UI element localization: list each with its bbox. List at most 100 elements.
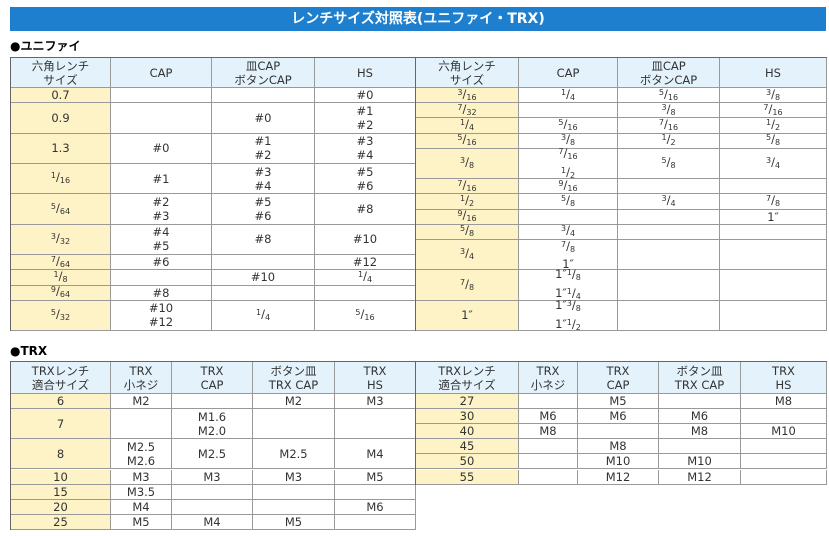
value-cell: M5	[111, 514, 172, 530]
cell-text: #2	[254, 148, 272, 163]
value-cell	[720, 300, 827, 332]
size-cell: 5/8	[416, 223, 519, 240]
value-cell	[111, 270, 212, 286]
size-cell: 7/32	[416, 102, 519, 119]
value-cell: M10	[578, 454, 659, 470]
cell-text: 27	[459, 394, 475, 409]
cell-text: 5/8	[765, 132, 781, 148]
cell-text: M2.5	[197, 446, 227, 461]
value-cell	[618, 179, 720, 195]
cell-text: 5/8	[560, 192, 576, 208]
value-cell: #8	[111, 285, 212, 301]
cell-text: M6	[539, 409, 557, 424]
cell-text: 3/8	[560, 132, 576, 148]
size-cell: 27	[416, 394, 519, 410]
cell-text: HS	[357, 65, 373, 80]
cell-text: #8	[152, 285, 170, 300]
value-cell: M6	[519, 409, 578, 425]
cell-text: #12	[352, 255, 378, 270]
value-cell: 7/16 1/2	[519, 146, 618, 180]
value-cell: 7/8	[720, 193, 827, 210]
value-cell	[519, 209, 618, 225]
value-cell	[111, 103, 212, 134]
value-cell	[720, 224, 827, 240]
value-cell	[335, 484, 416, 500]
value-cell	[741, 409, 827, 425]
header-cell: TRX CAP	[172, 362, 253, 394]
value-cell: 5/8	[519, 192, 618, 210]
cell-text: 1″	[461, 308, 473, 323]
cell-text: 1/16	[50, 170, 71, 186]
value-cell: #5 #6	[315, 164, 416, 195]
value-cell: 3/4	[618, 193, 720, 210]
cell-text: 7/16	[658, 116, 679, 132]
cell-text: #8	[254, 232, 272, 247]
size-cell: 7/64	[11, 254, 111, 271]
cell-text: サイズ	[449, 72, 485, 87]
value-cell: M5	[335, 469, 416, 485]
table: 六角レンチ サイズ CAP 皿CAP ボタンCAP HS 0.7 #0 0.9 #0 #1 #2 1.3…	[10, 57, 416, 332]
cell-text: M8	[609, 439, 627, 454]
value-cell	[212, 88, 315, 104]
cell-text: 1/4	[255, 306, 271, 322]
size-cell: 9/16	[416, 208, 519, 225]
value-cell: #0	[212, 103, 315, 134]
cell-text: M3	[366, 394, 384, 409]
cell-text: #1	[254, 134, 272, 149]
size-cell: 50	[416, 454, 519, 470]
size-cell: 8	[11, 439, 111, 470]
header-cell: TRX HS	[741, 362, 827, 394]
cell-text: M3.5	[126, 484, 156, 499]
cell-text: 1/4	[459, 116, 475, 132]
cell-text: 10	[53, 469, 68, 484]
size-cell: 9/64	[11, 284, 111, 301]
header-cell: 皿CAP ボタンCAP	[618, 58, 720, 88]
cell-text: #12	[148, 315, 174, 330]
title: レンチサイズ対照表(ユニファイ・TRX)	[10, 7, 826, 31]
value-cell	[253, 499, 335, 515]
cell-text: 5/16	[355, 306, 375, 322]
cell-text: TRX CAP	[674, 377, 725, 392]
cell-text: CAP	[556, 65, 580, 80]
cell-text: 1/2	[560, 164, 576, 180]
value-cell	[618, 240, 720, 271]
cell-text: #10	[148, 301, 174, 316]
value-cell	[519, 103, 618, 119]
header-cell: 皿CAP ボタンCAP	[212, 58, 315, 88]
value-cell	[741, 469, 827, 485]
value-cell	[111, 88, 212, 104]
cell-text: 0.7	[51, 88, 70, 103]
value-cell	[519, 454, 578, 470]
size-cell: 7/8	[416, 270, 519, 301]
value-cell: M10	[659, 454, 741, 470]
cell-text: M4	[366, 446, 384, 461]
size-cell: 6	[11, 394, 111, 410]
value-cell	[315, 285, 416, 301]
cell-text: M5	[132, 514, 150, 529]
value-cell: 5/8	[720, 132, 827, 149]
header-cell: TRX HS	[335, 362, 416, 394]
cell-text: 小ネジ	[123, 377, 159, 392]
value-cell: 1/4	[315, 268, 416, 286]
cell-text: 3/4	[459, 246, 475, 262]
size-cell: 5/32	[11, 300, 111, 332]
cell-text: ボタンCAP	[234, 72, 292, 87]
cell-text: 1/4	[560, 86, 576, 102]
value-cell: #10	[315, 224, 416, 256]
value-cell	[741, 439, 827, 455]
value-cell	[335, 409, 416, 440]
size-cell: 7	[11, 409, 111, 440]
cell-text: 1″	[767, 209, 779, 224]
cell-text: 1/4	[357, 268, 373, 284]
value-cell: M4	[335, 439, 416, 470]
cell-text: 3/8	[661, 101, 676, 117]
cell-text: TRXレンチ	[31, 363, 90, 378]
value-cell: #10 #12	[111, 300, 212, 332]
value-cell: #1 #2	[315, 103, 416, 134]
cell-text: #1	[356, 103, 374, 118]
table: TRXレンチ 適合サイズ TRX 小ネジ TRX CAP ボタン皿 TRX CAP TRX HS 6…	[10, 361, 416, 530]
cell-text: 5/64	[50, 200, 71, 216]
value-cell	[253, 484, 335, 500]
table: TRXレンチ 適合サイズ TRX 小ネジ TRX CAP ボタン皿 TRX CAP TRX HS 2…	[415, 361, 827, 485]
